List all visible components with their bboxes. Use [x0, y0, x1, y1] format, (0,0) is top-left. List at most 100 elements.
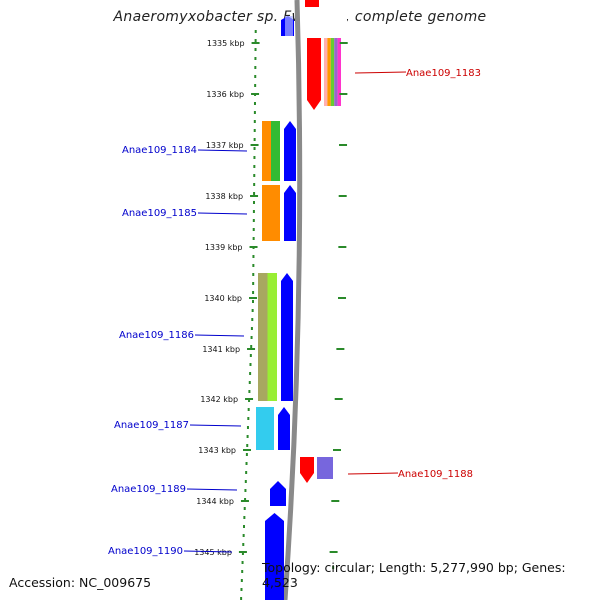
gene-stripe — [262, 185, 280, 241]
gene-arrow[interactable] — [278, 407, 290, 450]
ruler-tick — [334, 398, 343, 400]
ruler-dot — [249, 372, 252, 375]
gene-anae109-1184[interactable] — [262, 121, 296, 181]
gene-arrow[interactable] — [281, 273, 293, 401]
ruler-dot — [243, 525, 245, 528]
ruler-dot — [243, 516, 246, 519]
ruler-tick — [333, 449, 341, 451]
ruler-dot — [254, 84, 257, 87]
ruler-dot — [253, 192, 256, 195]
gene-label-line — [197, 212, 248, 215]
ruler-dot — [253, 102, 256, 105]
gene-anae109-1189[interactable] — [270, 481, 286, 506]
ruler-dot — [250, 327, 253, 330]
ruler-dot — [246, 435, 249, 438]
ruler-dot — [244, 480, 247, 483]
tick-label: 1341 kbp — [202, 345, 240, 354]
ruler-dot — [253, 129, 256, 132]
tick-label: 1344 kbp — [196, 497, 234, 506]
gene-label[interactable]: Anae109_1183 — [406, 68, 481, 79]
gene-arrow[interactable] — [307, 38, 321, 110]
gene-label[interactable]: Anae109_1188 — [398, 469, 473, 480]
gene-arrow[interactable] — [270, 481, 286, 506]
gene-arrow[interactable] — [284, 121, 296, 181]
tick-label: 1339 kbp — [205, 243, 243, 252]
ruler-dot — [250, 336, 253, 339]
gene-stripe — [256, 407, 274, 450]
ruler-dot — [252, 219, 255, 222]
tick-label: 1343 kbp — [198, 446, 236, 455]
gene-anae109-1183[interactable] — [307, 38, 341, 110]
tick-label: 1338 kbp — [205, 192, 243, 201]
ruler-dot — [241, 561, 244, 564]
gene-labels: Anae109_1183 Anae109_1184 Anae109_1185 Anae… — [108, 68, 481, 557]
gene-stripe — [262, 121, 271, 181]
gene-anae109-1187[interactable] — [256, 407, 290, 450]
tick-label: 1342 kbp — [200, 395, 238, 404]
ruler-dot — [252, 273, 255, 276]
ruler-dot — [242, 543, 245, 546]
gene-stripe — [317, 457, 333, 479]
ruler-tick — [329, 551, 338, 553]
ruler-tick — [238, 551, 247, 553]
ruler-dot — [241, 570, 244, 573]
ruler-dot — [243, 507, 246, 510]
gene-anae109-1190[interactable] — [265, 513, 284, 600]
ruler-dot — [253, 156, 256, 159]
ruler-dot — [253, 147, 256, 150]
gene-arrow-continuation — [305, 0, 319, 7]
ruler-dot — [245, 462, 248, 465]
ruler-dot — [252, 300, 254, 303]
ruler-dot — [253, 138, 256, 141]
gene-label[interactable]: Anae109_1187 — [114, 420, 189, 431]
ruler-dot — [253, 120, 256, 123]
ruler-dot — [252, 210, 255, 213]
ruler-dot — [253, 183, 256, 186]
gene-arrow[interactable] — [300, 457, 314, 483]
ruler-tick — [249, 297, 258, 299]
ruler-dot — [252, 264, 255, 267]
topology-text: Topology: circular; Length: 5,277,990 bp… — [262, 560, 566, 590]
gene-stripe — [324, 38, 328, 106]
gene-label-line — [354, 71, 407, 74]
tick-label: 1335 kbp — [207, 39, 245, 48]
ruler-dot — [247, 417, 250, 420]
gene-label-line — [194, 334, 245, 337]
ruler-dot — [254, 66, 257, 69]
ruler-tick — [331, 500, 340, 502]
gene-stripe — [327, 38, 331, 106]
ruler-dot — [248, 381, 251, 384]
ruler-dot — [254, 39, 257, 42]
ruler-tick — [338, 246, 347, 248]
ruler-dot — [254, 75, 257, 78]
gene-arrow-highlight — [285, 16, 293, 36]
ruler-dot — [253, 174, 256, 177]
ruler-dot — [240, 579, 243, 582]
ruler-tick — [338, 297, 347, 299]
tick-label: 1340 kbp — [204, 294, 242, 303]
gene-anae109-1185[interactable] — [262, 185, 296, 241]
gene-label[interactable]: Anae109_1186 — [119, 330, 194, 341]
ruler-dot — [254, 57, 257, 60]
gene-arrows — [256, 0, 341, 600]
gene-anae109-1188[interactable] — [300, 457, 333, 483]
ruler-tick — [339, 144, 348, 146]
gene-arrow[interactable] — [284, 185, 296, 241]
gene-arrow[interactable] — [265, 513, 284, 600]
ruler-ticks: 1335 kbp 1336 kbp 1337 kbp 1338 kbp 1339 kbp… — [194, 39, 348, 557]
gene-label[interactable]: Anae109_1190 — [108, 546, 183, 557]
gene-stripe — [267, 273, 277, 401]
gene-stripe — [258, 273, 268, 401]
gene-label[interactable]: Anae109_1185 — [122, 208, 197, 219]
ruler-dot — [246, 426, 249, 429]
gene-label[interactable]: Anae109_1184 — [122, 145, 197, 156]
ruler-tick — [251, 42, 260, 44]
tick-label: 1336 kbp — [206, 90, 244, 99]
gene-label[interactable]: Anae109_1189 — [111, 484, 186, 495]
ruler-dot — [253, 165, 256, 168]
ruler-dot — [246, 444, 249, 447]
gene-anae109-1186[interactable] — [258, 273, 293, 401]
gene-stripe — [337, 38, 341, 106]
ruler-tick — [339, 42, 348, 44]
ruler-tick — [251, 93, 260, 95]
